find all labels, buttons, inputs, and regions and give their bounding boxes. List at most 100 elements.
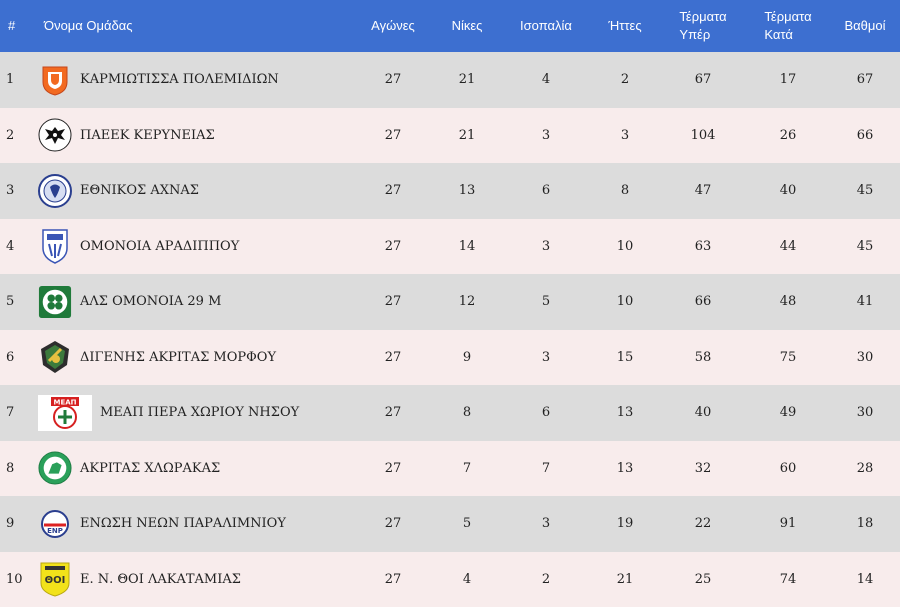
header-played[interactable]: Αγώνες bbox=[354, 0, 432, 52]
wins-cell: 9 bbox=[432, 330, 502, 386]
draws-cell: 5 bbox=[502, 274, 590, 330]
team-cell: ΔΙΓΕΝΗΣ ΑΚΡΙΤΑΣ ΜΟΡΦΟΥ bbox=[38, 330, 354, 386]
team-name-link[interactable]: ΔΙΓΕΝΗΣ ΑΚΡΙΤΑΣ ΜΟΡΦΟΥ bbox=[80, 350, 276, 365]
team-cell: ΑΛΣ ΟΜΟΝΟΙΑ 29 Μ bbox=[38, 274, 354, 330]
played-cell: 27 bbox=[354, 330, 432, 386]
team-name-link[interactable]: ΜΕΑΠ ΠΕΡΑ ΧΩΡΙΟΥ ΝΗΣΟΥ bbox=[100, 405, 299, 420]
draws-cell: 4 bbox=[502, 52, 590, 108]
wins-cell: 13 bbox=[432, 163, 502, 219]
header-points[interactable]: Βαθμοί bbox=[830, 0, 900, 52]
team-name-link[interactable]: Ε. Ν. ΘΟΙ ΛΑΚΑΤΑΜΙΑΣ bbox=[80, 572, 241, 587]
wins-cell: 5 bbox=[432, 496, 502, 552]
points-cell: 14 bbox=[830, 552, 900, 607]
ethnikos-achnas-crest-icon bbox=[38, 174, 72, 208]
team-name-link[interactable]: ΠΑΕΕΚ ΚΕΡΥΝΕΙΑΣ bbox=[80, 128, 215, 143]
akritas-chlorakas-crest-icon bbox=[38, 451, 72, 485]
thoi-lakatamias-crest-icon: ΘΟΙ bbox=[38, 562, 72, 596]
points-cell: 28 bbox=[830, 441, 900, 497]
wins-cell: 21 bbox=[432, 108, 502, 164]
losses-cell: 15 bbox=[590, 330, 660, 386]
goals-for-cell: 40 bbox=[660, 385, 746, 441]
team-cell: ΟΜΟΝΟΙΑ ΑΡΑΔΙΠΠΟΥ bbox=[38, 219, 354, 275]
points-cell: 67 bbox=[830, 52, 900, 108]
header-wins[interactable]: Νίκες bbox=[432, 0, 502, 52]
goals-against-cell: 91 bbox=[746, 496, 830, 552]
team-name-link[interactable]: ΚΑΡΜΙΩΤΙΣΣΑ ΠΟΛΕΜΙΔΙΩΝ bbox=[80, 72, 279, 87]
goals-against-cell: 44 bbox=[746, 219, 830, 275]
losses-cell: 19 bbox=[590, 496, 660, 552]
rank-cell: 9 bbox=[0, 496, 38, 552]
points-cell: 18 bbox=[830, 496, 900, 552]
header-draws[interactable]: Ισοπαλία bbox=[502, 0, 590, 52]
rank-cell: 10 bbox=[0, 552, 38, 607]
draws-cell: 3 bbox=[502, 108, 590, 164]
losses-cell: 13 bbox=[590, 441, 660, 497]
header-goals-for-line2: Υπέρ bbox=[679, 27, 710, 42]
team-name-link[interactable]: ΑΛΣ ΟΜΟΝΟΙΑ 29 Μ bbox=[80, 294, 221, 309]
svg-text:ΘΟΙ: ΘΟΙ bbox=[45, 575, 66, 586]
team-name-link[interactable]: ΑΚΡΙΤΑΣ ΧΛΩΡΑΚΑΣ bbox=[80, 461, 220, 476]
points-cell: 30 bbox=[830, 330, 900, 386]
wins-cell: 12 bbox=[432, 274, 502, 330]
played-cell: 27 bbox=[354, 52, 432, 108]
team-cell: ΕΘΝΙΚΟΣ ΑΧΝΑΣ bbox=[38, 163, 354, 219]
played-cell: 27 bbox=[354, 219, 432, 275]
team-name-link[interactable]: ΕΝΩΣΗ ΝΕΩΝ ΠΑΡΑΛΙΜΝΙΟΥ bbox=[80, 516, 286, 531]
team-name-link[interactable]: ΕΘΝΙΚΟΣ ΑΧΝΑΣ bbox=[80, 183, 199, 198]
header-team-name[interactable]: Όνομα Ομάδας bbox=[38, 0, 354, 52]
header-rank[interactable]: # bbox=[0, 0, 38, 52]
header-losses[interactable]: Ήττες bbox=[590, 0, 660, 52]
rank-cell: 2 bbox=[0, 108, 38, 164]
goals-against-cell: 17 bbox=[746, 52, 830, 108]
rank-cell: 6 bbox=[0, 330, 38, 386]
team-name-link[interactable]: ΟΜΟΝΟΙΑ ΑΡΑΔΙΠΠΟΥ bbox=[80, 239, 239, 254]
losses-cell: 10 bbox=[590, 219, 660, 275]
table-header-row: # Όνομα Ομάδας Αγώνες Νίκες Ισοπαλία Ήττ… bbox=[0, 0, 900, 52]
goals-against-cell: 48 bbox=[746, 274, 830, 330]
team-cell: ΘΟΙ Ε. Ν. ΘΟΙ ΛΑΚΑΤΑΜΙΑΣ bbox=[38, 552, 354, 607]
goals-against-cell: 40 bbox=[746, 163, 830, 219]
losses-cell: 8 bbox=[590, 163, 660, 219]
wins-cell: 21 bbox=[432, 52, 502, 108]
played-cell: 27 bbox=[354, 552, 432, 607]
rank-cell: 4 bbox=[0, 219, 38, 275]
points-cell: 30 bbox=[830, 385, 900, 441]
points-cell: 45 bbox=[830, 219, 900, 275]
omonoia-aradippou-shield-icon bbox=[38, 229, 72, 263]
played-cell: 27 bbox=[354, 441, 432, 497]
goals-for-cell: 104 bbox=[660, 108, 746, 164]
team-cell: ΠΑΕΕΚ ΚΕΡΥΝΕΙΑΣ bbox=[38, 108, 354, 164]
rank-cell: 5 bbox=[0, 274, 38, 330]
header-goals-for[interactable]: Τέρματα Υπέρ bbox=[660, 0, 746, 52]
goals-for-cell: 67 bbox=[660, 52, 746, 108]
goals-for-cell: 32 bbox=[660, 441, 746, 497]
points-cell: 45 bbox=[830, 163, 900, 219]
wins-cell: 7 bbox=[432, 441, 502, 497]
team-cell: ENP ΕΝΩΣΗ ΝΕΩΝ ΠΑΡΑΛΙΜΝΙΟΥ bbox=[38, 496, 354, 552]
header-goals-for-line1: Τέρματα bbox=[679, 9, 726, 24]
wins-cell: 4 bbox=[432, 552, 502, 607]
played-cell: 27 bbox=[354, 274, 432, 330]
played-cell: 27 bbox=[354, 163, 432, 219]
goals-for-cell: 47 bbox=[660, 163, 746, 219]
goals-for-cell: 63 bbox=[660, 219, 746, 275]
omonoia-29m-clover-icon bbox=[38, 285, 72, 319]
played-cell: 27 bbox=[354, 108, 432, 164]
rank-cell: 8 bbox=[0, 441, 38, 497]
digenis-morfou-crest-icon bbox=[38, 340, 72, 374]
svg-text:ENP: ENP bbox=[47, 527, 63, 535]
goals-for-cell: 22 bbox=[660, 496, 746, 552]
rank-cell: 3 bbox=[0, 163, 38, 219]
goals-against-cell: 26 bbox=[746, 108, 830, 164]
